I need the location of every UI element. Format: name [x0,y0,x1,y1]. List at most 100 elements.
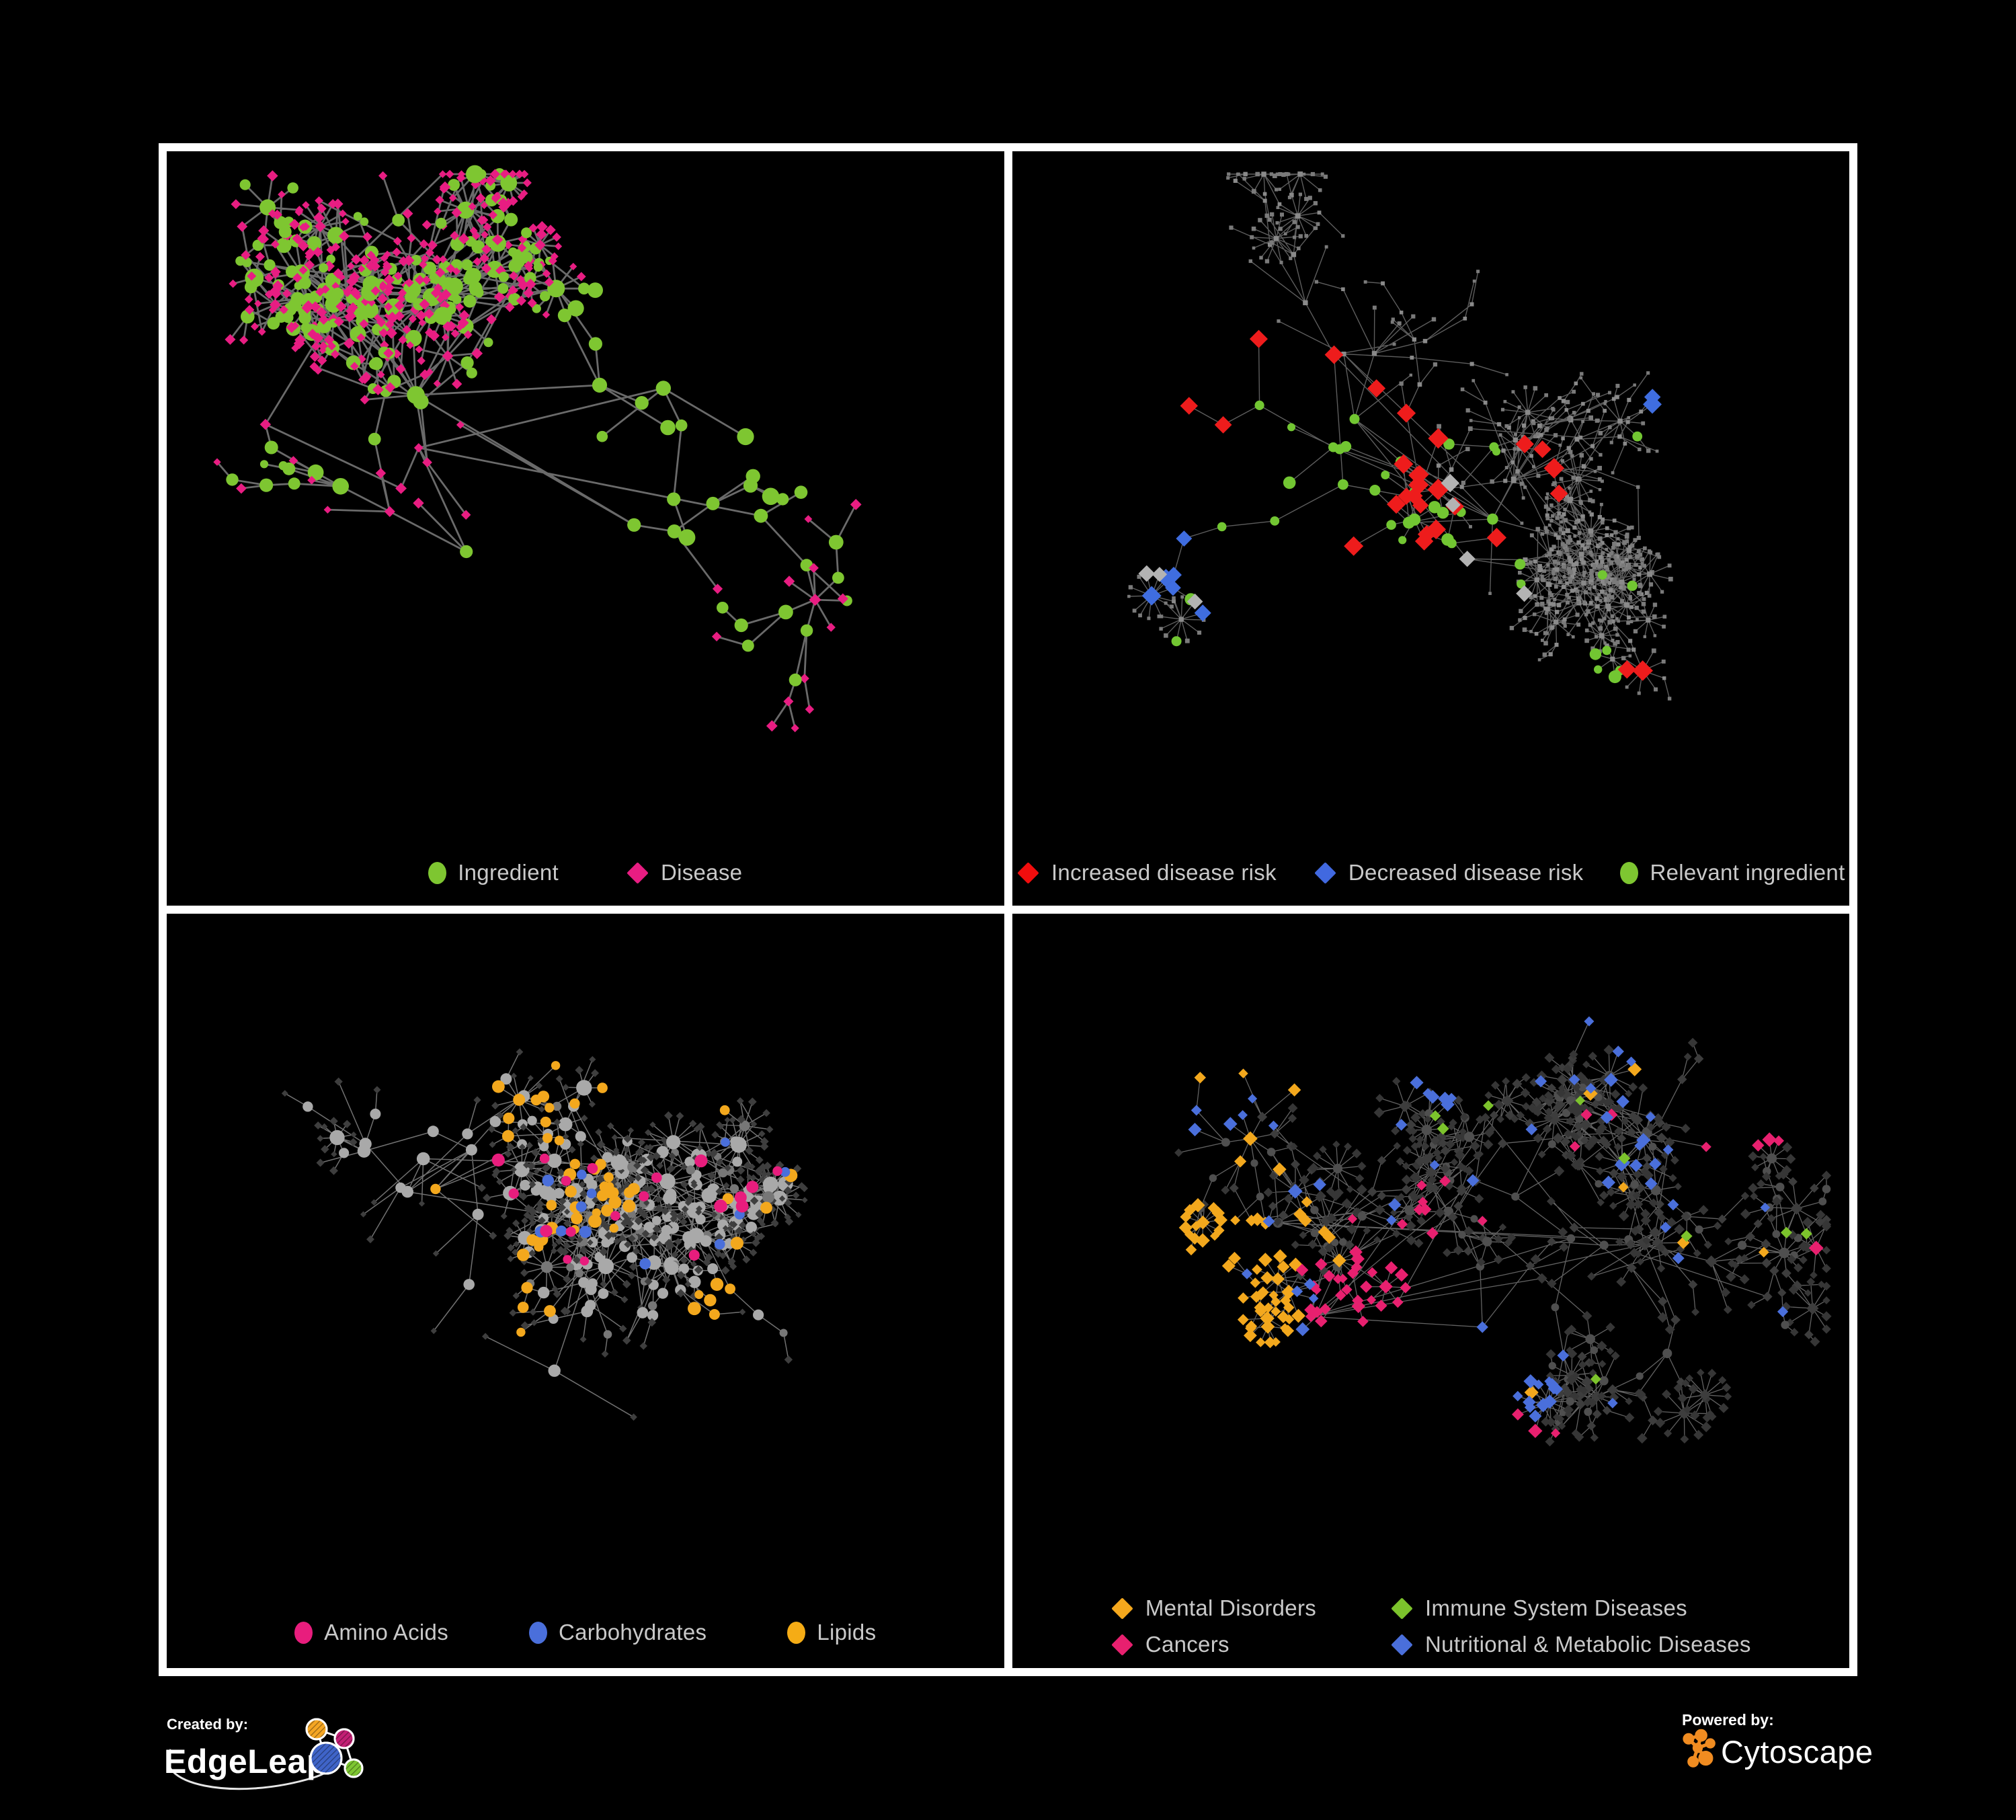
node-other-disease[interactable] [1821,1222,1831,1232]
node-other-disease[interactable] [1613,1126,1623,1136]
node-other-disease[interactable] [1326,1187,1335,1196]
node-decreased-risk[interactable] [1175,530,1192,547]
node-ingredient-cluster[interactable] [754,508,768,523]
node-other-disease[interactable] [1566,1346,1574,1354]
node-lipid[interactable] [722,1193,734,1204]
node-background[interactable] [1509,625,1514,631]
node-background[interactable] [1467,426,1473,431]
node-ingredient-cluster[interactable] [737,428,754,446]
node-background[interactable] [1449,467,1453,472]
node-other-disease[interactable] [503,1231,512,1240]
node-other-disease[interactable] [1375,1094,1384,1103]
node-other-disease[interactable] [1683,1405,1691,1414]
node-relevant-ingredient[interactable] [1597,570,1607,580]
node-other-disease[interactable] [1664,1137,1675,1148]
node-other-disease[interactable] [1570,1101,1580,1111]
node-ingredient[interactable] [578,282,590,294]
node-background[interactable] [1599,563,1603,568]
node-other-disease[interactable] [1500,1095,1513,1107]
node-background[interactable] [1595,418,1599,423]
node-disease[interactable] [309,362,319,372]
node-other-disease[interactable] [1551,1132,1564,1144]
node-ingredient[interactable] [244,280,257,294]
node-background[interactable] [1634,563,1638,567]
node-nutritional-metabolic[interactable] [1662,1144,1673,1155]
node-background[interactable] [1661,625,1666,629]
node-other-disease[interactable] [1756,1179,1765,1189]
node-background[interactable] [1614,555,1619,560]
node-ingredient[interactable] [276,237,292,253]
node-increased-risk[interactable] [1426,519,1446,540]
node-background[interactable] [1588,457,1593,461]
node-background[interactable] [1667,563,1671,568]
node-other-ingredient[interactable] [540,1261,553,1273]
node-background[interactable] [1525,409,1530,415]
node-amino-acid[interactable] [587,1162,598,1174]
node-other-disease[interactable] [601,1350,609,1358]
node-other-disease[interactable] [1595,1166,1604,1175]
node-disease[interactable] [711,631,722,641]
node-other-disease[interactable] [523,1161,530,1169]
node-background[interactable] [1551,569,1555,573]
node-disease[interactable] [302,201,310,209]
node-nutritional-metabolic[interactable] [1247,1094,1257,1104]
node-other-disease[interactable] [1673,1383,1683,1393]
node-other-disease[interactable] [640,1156,647,1164]
node-background[interactable] [1540,532,1544,536]
node-other-disease[interactable] [314,1121,323,1130]
node-other-disease[interactable] [1453,1201,1463,1211]
node-background[interactable] [1590,499,1595,504]
node-other-disease[interactable] [1545,1372,1554,1380]
node-cancer[interactable] [1396,1218,1408,1230]
node-background[interactable] [1522,627,1527,632]
node-other-disease[interactable] [722,1225,729,1232]
node-ingredient[interactable] [368,432,381,446]
node-other-disease[interactable] [1560,1383,1569,1392]
node-disease[interactable] [477,215,487,225]
node-amino-acid[interactable] [539,1153,550,1164]
node-other-disease[interactable] [1490,1080,1500,1090]
node-other-disease[interactable] [525,1227,534,1236]
node-other-disease[interactable] [1609,1201,1617,1210]
node-other-disease[interactable] [1700,1421,1711,1433]
node-other-disease[interactable] [729,1263,737,1271]
node-other-ingredient[interactable] [648,1301,657,1310]
node-other-disease[interactable] [1498,1223,1506,1231]
node-ingredient[interactable] [533,262,543,272]
node-other-ingredient[interactable] [462,1128,473,1140]
node-cancer[interactable] [1351,1299,1365,1314]
node-other-disease[interactable] [487,1125,496,1134]
node-other-disease[interactable] [533,1168,540,1175]
legend-item-cancers[interactable]: Cancers [1111,1632,1316,1657]
node-background[interactable] [1595,571,1599,576]
node-background[interactable] [1617,434,1622,439]
node-other-disease[interactable] [1586,1421,1596,1431]
node-other-disease[interactable] [1717,1214,1727,1224]
node-other-disease[interactable] [506,1226,514,1234]
node-background[interactable] [1561,399,1566,403]
node-other-disease[interactable] [1664,1324,1675,1335]
node-nutritional-metabolic[interactable] [1387,1198,1401,1212]
node-lipid[interactable] [608,1195,622,1209]
node-cancer[interactable] [1773,1135,1784,1146]
node-other-disease[interactable] [1624,1413,1634,1423]
node-background[interactable] [1521,423,1526,428]
node-other-disease[interactable] [1747,1151,1758,1162]
node-other-disease[interactable] [612,1148,620,1156]
legend-item-relevant-ingredient[interactable]: Relevant ingredient [1620,860,1845,885]
node-cancer[interactable] [1392,1296,1404,1308]
node-background[interactable] [1628,597,1632,601]
node-disease[interactable] [382,260,391,268]
node-lipid[interactable] [760,1201,772,1214]
node-other-disease[interactable] [1629,1248,1640,1258]
node-disease[interactable] [576,272,586,282]
node-other-disease[interactable] [739,1221,747,1230]
node-other-disease[interactable] [1601,1140,1611,1150]
node-background[interactable] [1553,576,1558,582]
node-background[interactable] [1549,416,1554,420]
node-background[interactable] [1564,495,1569,500]
node-background[interactable] [1281,172,1286,177]
node-nutritional-metabolic[interactable] [1476,1321,1488,1333]
node-background[interactable] [1465,446,1469,452]
node-background[interactable] [1616,542,1621,547]
